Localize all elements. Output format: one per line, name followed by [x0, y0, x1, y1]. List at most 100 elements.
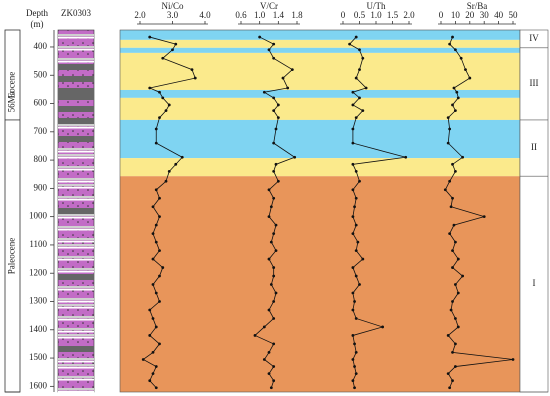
data-point: [451, 103, 454, 107]
zone-label: III: [530, 78, 539, 88]
data-point: [272, 379, 276, 383]
depth-tick-label: 700: [34, 126, 48, 136]
series-name: U/Th: [367, 1, 386, 11]
depth-tick-label: 900: [34, 182, 48, 192]
depth-tick-label: 800: [34, 154, 48, 164]
data-point: [451, 249, 454, 252]
data-point: [148, 379, 152, 383]
data-point: [272, 365, 276, 368]
lithology-layer: [58, 46, 94, 49]
x-tick-label: 2.0: [403, 10, 415, 20]
data-point: [193, 76, 197, 80]
data-point: [451, 162, 454, 166]
lithology-layer: [58, 88, 94, 94]
data-point: [454, 240, 457, 244]
data-point: [461, 155, 464, 159]
data-point: [446, 334, 450, 337]
x-tick-label: 1.4: [273, 10, 285, 20]
depth-tick-label: 1100: [29, 239, 47, 249]
data-point: [358, 68, 361, 71]
data-point: [456, 325, 460, 329]
lithology-layer: [58, 364, 94, 367]
data-point: [148, 35, 152, 39]
zone-label: IV: [529, 33, 539, 43]
lithology-layer: [58, 316, 94, 319]
data-point: [272, 300, 276, 303]
data-point: [448, 42, 452, 46]
data-point: [267, 48, 271, 52]
data-point: [154, 141, 158, 145]
data-point: [148, 86, 152, 90]
data-point: [449, 308, 453, 312]
depth-tick-label: 1000: [29, 211, 48, 221]
lithology-layer: [58, 184, 94, 187]
data-point: [456, 96, 460, 100]
boundary-age: 56Ma: [7, 91, 17, 112]
data-point: [451, 351, 454, 354]
series-name: Ni/Co: [161, 1, 184, 11]
data-point: [451, 35, 454, 39]
data-point: [151, 257, 155, 261]
lithology-layer: [58, 196, 94, 199]
data-point: [267, 215, 271, 219]
data-point: [272, 96, 276, 100]
lithology-layer: [58, 361, 94, 363]
lithology-layer: [58, 319, 94, 321]
zone-label: I: [533, 278, 536, 288]
lithology-layer: [58, 49, 94, 51]
data-point: [161, 266, 165, 269]
lithology-layer: [58, 298, 94, 301]
data-point: [154, 127, 158, 131]
lithology-layer: [58, 388, 94, 391]
lithology-layer: [58, 61, 94, 63]
data-point: [353, 205, 356, 209]
x-tick-label: 40: [494, 10, 504, 20]
facies-band: [120, 30, 520, 40]
lithology-layer: [58, 208, 94, 214]
lithology-layer: [58, 124, 94, 127]
data-point: [351, 215, 355, 219]
lithology-layer: [58, 367, 94, 369]
data-point: [511, 358, 515, 361]
data-point: [351, 141, 355, 145]
x-tick-label: 0.6: [235, 10, 247, 20]
lithology-layer: [58, 391, 94, 393]
data-point: [158, 249, 161, 252]
data-point: [454, 317, 457, 320]
data-point: [354, 35, 358, 39]
x-tick-label: 10: [451, 10, 461, 20]
lithology-layer: [58, 106, 94, 112]
data-point: [448, 232, 452, 236]
data-point: [454, 48, 457, 52]
data-point: [459, 56, 463, 60]
data-point: [272, 317, 276, 320]
data-point: [269, 205, 273, 209]
lithology-layer: [58, 271, 94, 273]
data-point: [454, 109, 457, 113]
data-point: [272, 196, 276, 200]
zone-label: II: [531, 142, 537, 152]
data-point: [276, 179, 280, 183]
epoch-name: Paleocene: [7, 238, 17, 274]
lithology-layer: [58, 169, 94, 171]
data-point: [461, 274, 464, 278]
x-tick-label: 4.0: [199, 10, 211, 20]
data-point: [158, 300, 161, 303]
data-point: [272, 266, 276, 269]
depth-tick-label: 1200: [29, 267, 48, 277]
data-point: [456, 257, 460, 261]
data-point: [448, 386, 452, 390]
data-point: [274, 162, 278, 166]
lithology-layer: [58, 154, 94, 157]
lithology-layer: [58, 76, 94, 82]
data-point: [267, 372, 271, 376]
data-point: [262, 90, 266, 94]
data-point: [454, 283, 457, 286]
series-name: Sr/Ba: [467, 1, 488, 11]
data-point: [272, 141, 276, 145]
epoch-name: Eocene: [7, 72, 17, 98]
data-point: [267, 351, 271, 354]
lithology-layer: [58, 274, 94, 280]
data-point: [351, 358, 355, 361]
data-point: [158, 215, 161, 219]
